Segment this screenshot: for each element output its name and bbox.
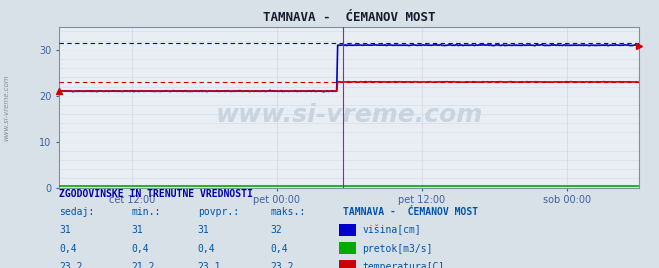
Text: 23,2: 23,2: [59, 262, 83, 268]
Text: sedaj:: sedaj:: [59, 207, 94, 217]
Text: višina[cm]: višina[cm]: [362, 225, 421, 235]
Text: TAMNAVA -  ĆEMANOV MOST: TAMNAVA - ĆEMANOV MOST: [343, 207, 478, 217]
Text: maks.:: maks.:: [270, 207, 305, 217]
Text: povpr.:: povpr.:: [198, 207, 239, 217]
Text: 0,4: 0,4: [59, 244, 77, 254]
Text: min.:: min.:: [132, 207, 161, 217]
Text: 23,1: 23,1: [198, 262, 221, 268]
Title: TAMNAVA -  ĆEMANOV MOST: TAMNAVA - ĆEMANOV MOST: [263, 11, 436, 24]
Text: 31: 31: [132, 225, 144, 235]
Text: 0,4: 0,4: [270, 244, 288, 254]
Text: ZGODOVINSKE IN TRENUTNE VREDNOSTI: ZGODOVINSKE IN TRENUTNE VREDNOSTI: [59, 189, 253, 199]
Text: 21,2: 21,2: [132, 262, 156, 268]
Text: 23,2: 23,2: [270, 262, 294, 268]
Text: pretok[m3/s]: pretok[m3/s]: [362, 244, 433, 254]
Text: 0,4: 0,4: [198, 244, 215, 254]
Text: 31: 31: [198, 225, 210, 235]
Text: 32: 32: [270, 225, 282, 235]
Text: 0,4: 0,4: [132, 244, 150, 254]
Text: www.si-vreme.com: www.si-vreme.com: [3, 74, 9, 141]
Text: temperatura[C]: temperatura[C]: [362, 262, 445, 268]
Text: www.si-vreme.com: www.si-vreme.com: [215, 103, 483, 127]
Text: 31: 31: [59, 225, 71, 235]
